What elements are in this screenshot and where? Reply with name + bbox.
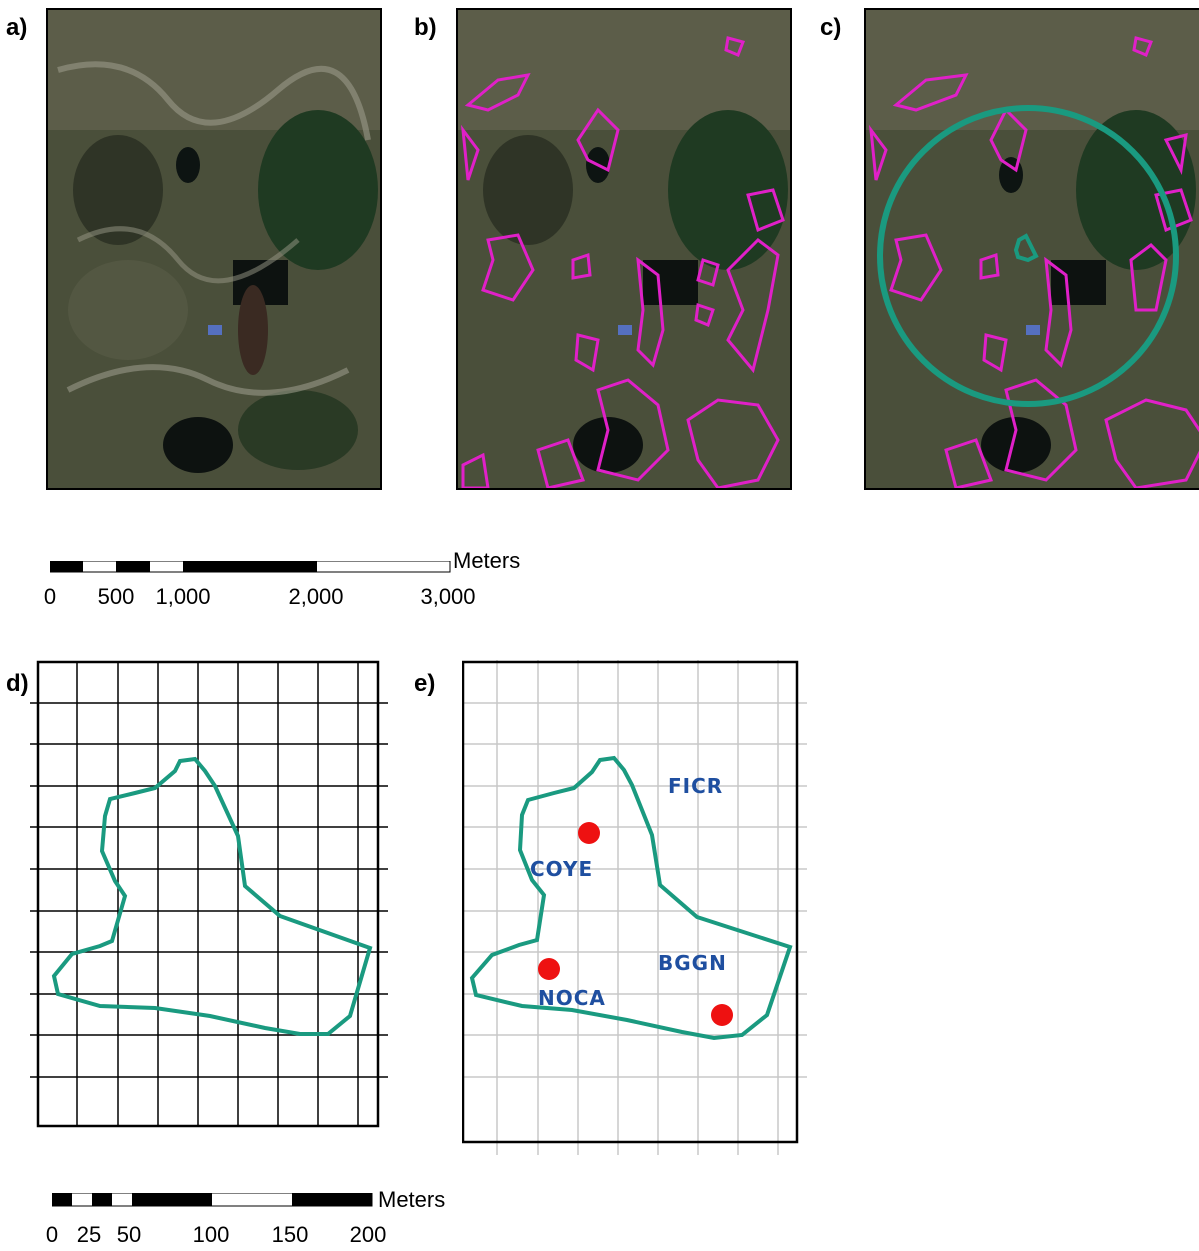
buffer-circle bbox=[877, 105, 1179, 407]
grid-map-e-svg bbox=[461, 660, 807, 1155]
scalebar-top-unit: Meters bbox=[453, 548, 521, 573]
species-point-coye bbox=[578, 822, 600, 844]
grid-map-d bbox=[30, 656, 400, 1156]
panel-label-d: d) bbox=[6, 670, 29, 697]
scalebar-bottom-label-200: 200 bbox=[349, 1222, 387, 1247]
species-label-coye: COYE bbox=[530, 857, 594, 881]
scalebar-bottom-label-150: 150 bbox=[271, 1222, 309, 1247]
species-label-noca: NOCA bbox=[538, 986, 606, 1010]
scalebar-top-bar bbox=[49, 560, 451, 573]
scalebar-top-label-3000: 3,000 bbox=[420, 584, 476, 609]
scalebar-top-label-500: 500 bbox=[97, 584, 135, 609]
panel-label-e: e) bbox=[414, 670, 436, 697]
scalebar-bottom-label-100: 100 bbox=[192, 1222, 230, 1247]
scalebar-bottom-label-50: 50 bbox=[116, 1222, 142, 1247]
aerial-imagery-a bbox=[48, 10, 380, 488]
species-point-bggn bbox=[711, 1004, 733, 1026]
panel-label-b: b) bbox=[414, 14, 437, 41]
scalebar-bottom bbox=[51, 1192, 373, 1207]
scalebar-bottom-label-0: 0 bbox=[45, 1222, 59, 1247]
focal-patch-outline-d bbox=[51, 756, 373, 1036]
scalebar-bottom-unit: Meters bbox=[378, 1187, 446, 1212]
aerial-map-c bbox=[864, 8, 1199, 490]
aerial-map-a bbox=[46, 8, 382, 490]
panel-label-c: c) bbox=[820, 14, 842, 41]
habitat-patches-b bbox=[460, 36, 785, 488]
focal-patch-outline-e bbox=[469, 755, 793, 1041]
panel-label-a: a) bbox=[6, 14, 28, 41]
species-label-ficr: FICR bbox=[668, 774, 724, 798]
focal-patch-small bbox=[1013, 233, 1039, 263]
scalebar-top-label-0: 0 bbox=[43, 584, 57, 609]
scalebar-top bbox=[49, 560, 451, 573]
scalebar-bottom-label-25: 25 bbox=[76, 1222, 102, 1247]
aerial-imagery-c bbox=[866, 10, 1199, 488]
scalebar-top-label-1000: 1,000 bbox=[155, 584, 211, 609]
species-point-noca bbox=[538, 958, 560, 980]
grid-map-e bbox=[461, 660, 812, 1155]
aerial-map-b bbox=[456, 8, 792, 490]
scalebar-top-label-2000: 2,000 bbox=[288, 584, 344, 609]
aerial-imagery-b bbox=[458, 10, 790, 488]
habitat-patches-c bbox=[868, 36, 1199, 488]
grid-map-d-svg bbox=[30, 660, 388, 1128]
scalebar-bottom-bar bbox=[51, 1192, 373, 1207]
species-label-bggn: BGGN bbox=[658, 951, 727, 975]
